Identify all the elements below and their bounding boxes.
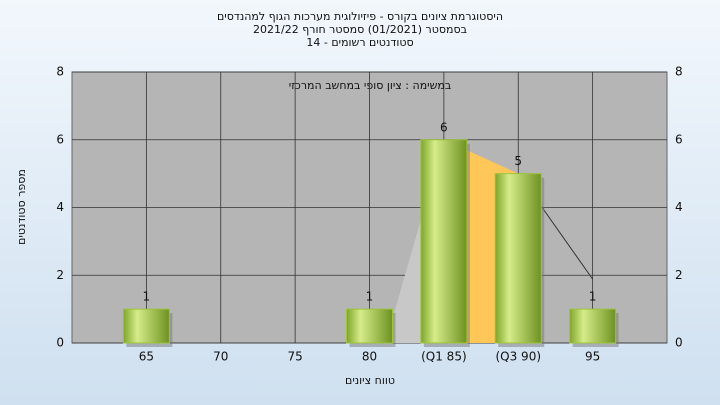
data-label: 5 [514,154,522,168]
data-label: 1 [366,290,374,304]
y-tick-label: 4 [56,200,64,214]
x-tick-label: (Q3 90) [495,350,541,364]
y-tick-label: 8 [56,65,64,79]
y2-tick-label: 2 [675,268,683,282]
y-tick-label: 0 [56,336,64,350]
bar [122,308,170,344]
bar [346,308,393,344]
x-tick-label: 70 [213,350,228,364]
x-tick-label: 75 [287,350,302,364]
chart-subtitle: סטודנטים רשומים - 14 [306,36,413,49]
y2-tick-label: 4 [675,200,683,214]
data-label: 1 [143,290,151,304]
y2-tick-label: 6 [675,132,683,146]
y-tick-label: 2 [56,268,64,282]
x-axis-label: טווח ציונים [345,374,395,387]
y2-tick-label: 8 [675,65,683,79]
bar [420,139,468,344]
bar [569,308,617,344]
x-tick-label: 65 [139,350,154,364]
x-tick-label: 80 [362,350,377,364]
x-tick-label: (Q1 85) [421,350,467,364]
y2-tick-label: 0 [675,336,683,350]
data-label: 6 [440,120,448,134]
annotation: במשימה : ציון סופי במחשב המרכזי [289,79,452,92]
chart-subtitle: בסמסטר (01/2021) סמסטר חורף 2021/22 [253,23,467,36]
y-tick-label: 6 [56,132,64,146]
chart-title: היסטוגרמת ציונים בקורס - פיזיולוגית מערכ… [217,10,503,23]
y-axis-label: מספר סטודנטים [15,169,28,245]
data-label: 1 [589,290,597,304]
x-tick-label: 95 [585,350,600,364]
bar [494,173,542,344]
